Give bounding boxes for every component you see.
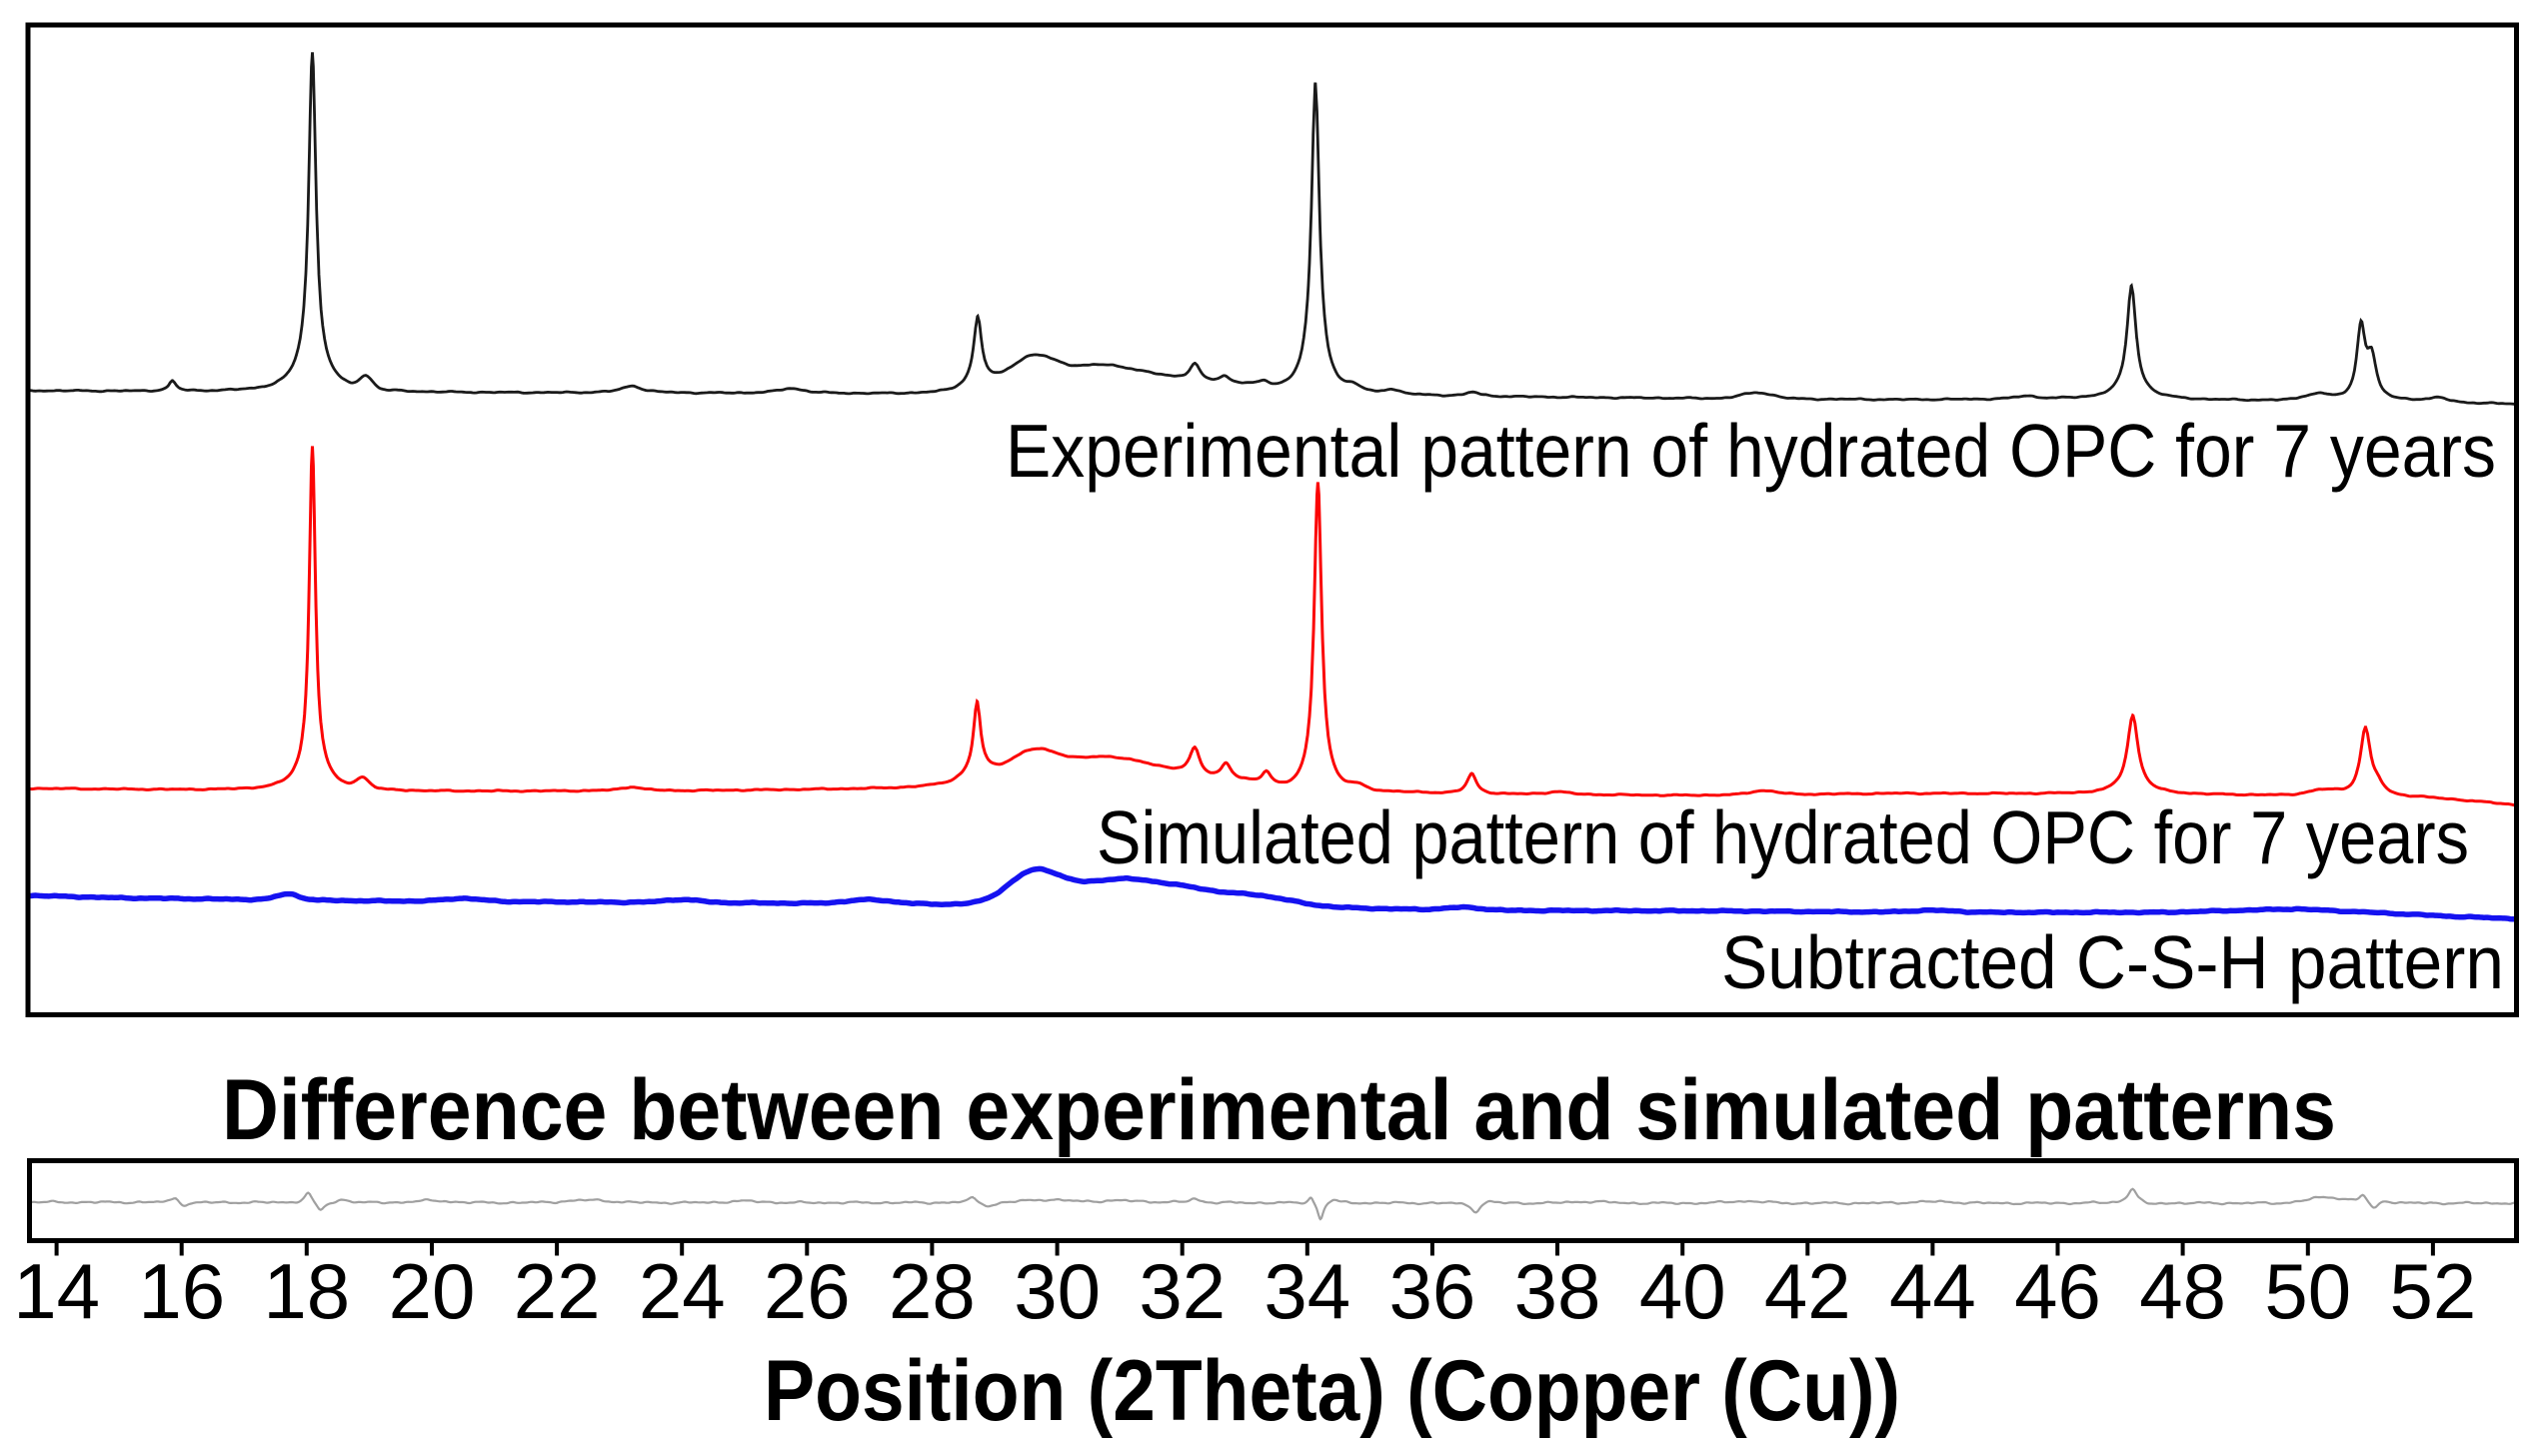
svg-text:26: 26 bbox=[764, 1247, 851, 1335]
svg-text:16: 16 bbox=[138, 1247, 225, 1335]
svg-text:36: 36 bbox=[1389, 1247, 1476, 1335]
svg-text:Subtracted C-S-H pattern: Subtracted C-S-H pattern bbox=[1721, 920, 2504, 1004]
svg-text:48: 48 bbox=[2139, 1247, 2226, 1335]
svg-text:Position (2Theta) (Copper (Cu): Position (2Theta) (Copper (Cu)) bbox=[764, 1343, 1900, 1439]
svg-text:18: 18 bbox=[263, 1247, 350, 1335]
svg-text:20: 20 bbox=[389, 1247, 476, 1335]
svg-text:22: 22 bbox=[514, 1247, 601, 1335]
svg-text:32: 32 bbox=[1139, 1247, 1226, 1335]
svg-text:14: 14 bbox=[13, 1247, 100, 1335]
svg-text:44: 44 bbox=[1889, 1247, 1976, 1335]
svg-text:Difference between experimenta: Difference between experimental and simu… bbox=[222, 1062, 2336, 1158]
svg-text:50: 50 bbox=[2264, 1247, 2351, 1335]
svg-text:46: 46 bbox=[2014, 1247, 2101, 1335]
svg-text:40: 40 bbox=[1639, 1247, 1726, 1335]
svg-text:Simulated pattern of hydrated: Simulated pattern of hydrated OPC for 7 … bbox=[1097, 795, 2469, 879]
svg-text:24: 24 bbox=[639, 1247, 726, 1335]
svg-text:30: 30 bbox=[1014, 1247, 1101, 1335]
svg-text:34: 34 bbox=[1264, 1247, 1350, 1335]
svg-text:52: 52 bbox=[2390, 1247, 2477, 1335]
svg-text:42: 42 bbox=[1764, 1247, 1851, 1335]
svg-text:28: 28 bbox=[889, 1247, 976, 1335]
svg-text:38: 38 bbox=[1514, 1247, 1601, 1335]
svg-text:Experimental pattern of hydrat: Experimental pattern of hydrated OPC for… bbox=[1006, 409, 2496, 493]
